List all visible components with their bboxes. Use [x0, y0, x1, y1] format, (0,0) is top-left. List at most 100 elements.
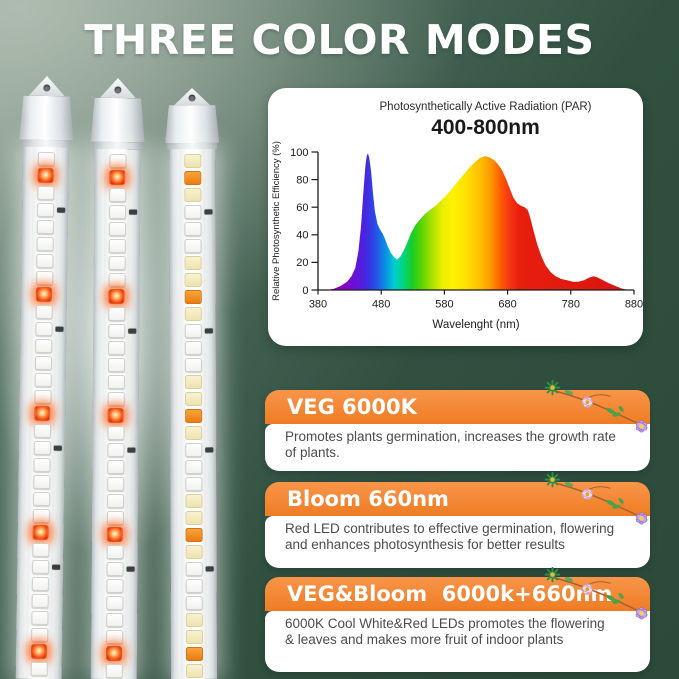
resistor-icon [204, 327, 213, 333]
led-slot [103, 356, 129, 373]
spectrum-area [318, 153, 634, 290]
led-slot [181, 628, 207, 645]
white-led-icon [36, 236, 54, 251]
led-slot [101, 594, 127, 611]
led-slot [180, 492, 206, 509]
tube-end-cap [91, 98, 145, 142]
led-tube-3 [165, 88, 221, 679]
led-slot [29, 439, 62, 456]
cream-led-icon [185, 663, 203, 678]
led-strip [100, 148, 138, 679]
hanging-hole-icon [189, 94, 196, 101]
led-slot [101, 628, 127, 645]
led-slot [102, 475, 128, 492]
led-slot [180, 509, 206, 526]
white-led-icon [106, 493, 124, 508]
resistor-icon [128, 328, 137, 334]
white-led-icon [107, 340, 125, 355]
white-led-icon [106, 544, 124, 559]
svg-text:380: 380 [309, 299, 327, 311]
svg-text:80: 80 [296, 174, 308, 186]
led-strip [179, 148, 214, 679]
white-led-icon [106, 442, 124, 457]
amber-led-icon [183, 170, 201, 185]
white-led-icon [184, 357, 202, 372]
white-led-icon [184, 323, 202, 338]
led-slot [181, 543, 207, 560]
white-led-icon [106, 561, 124, 576]
white-led-icon [106, 425, 125, 440]
led-slot [102, 458, 128, 475]
y-axis-label: Relative Photosynthetic Efficiency (%) [271, 141, 282, 301]
cream-led-icon [183, 187, 201, 202]
chart-range-label: 400-800nm [431, 116, 540, 139]
led-slot [27, 558, 61, 575]
led-slot [102, 441, 136, 458]
led-slot [103, 288, 129, 305]
led-slot [32, 167, 58, 184]
white-led-icon [107, 374, 125, 389]
amber-led-icon [184, 408, 202, 423]
tube-body [169, 148, 218, 679]
white-led-icon [107, 391, 125, 406]
led-slot [28, 524, 54, 541]
led-slot [101, 645, 127, 662]
led-slot [32, 184, 58, 201]
red-led-icon [109, 169, 126, 186]
resistor-icon [52, 564, 61, 570]
led-slot [31, 286, 57, 303]
white-led-icon [105, 612, 123, 627]
led-slot [30, 371, 56, 388]
white-led-icon [34, 321, 53, 336]
white-led-icon [108, 255, 126, 270]
red-led-icon [37, 167, 54, 184]
white-led-icon [32, 491, 50, 506]
led-slot [104, 203, 138, 220]
red-led-icon [30, 643, 48, 660]
led-slot [179, 186, 205, 203]
red-led-icon [34, 405, 51, 422]
mode-banner-bloom: Bloom 660nm Red LED contributes to effec… [265, 482, 650, 568]
led-slot [28, 507, 54, 524]
led-slot [103, 305, 129, 322]
led-slot [32, 235, 58, 252]
hanging-hole-icon [43, 84, 50, 91]
led-slot [103, 373, 129, 390]
white-led-icon [185, 595, 203, 610]
white-led-icon [33, 423, 51, 438]
svg-text:680: 680 [498, 299, 516, 311]
resistor-icon [129, 209, 138, 215]
led-slot [104, 237, 130, 254]
cream-led-icon [185, 544, 203, 559]
led-slot [180, 373, 206, 390]
led-slot [180, 254, 206, 271]
white-led-icon [31, 576, 49, 591]
led-slot [181, 611, 207, 628]
white-led-icon [30, 610, 49, 625]
white-led-icon [31, 559, 49, 574]
led-slot [179, 152, 205, 169]
red-led-icon [105, 645, 123, 662]
svg-text:580: 580 [435, 299, 453, 311]
led-slot [180, 407, 206, 424]
white-led-icon [185, 578, 203, 593]
white-led-icon [33, 389, 52, 404]
led-slot [180, 475, 206, 492]
cream-led-icon [184, 374, 202, 389]
white-led-icon [108, 238, 126, 253]
led-slot [104, 271, 130, 288]
mode-header-label: Bloom 660nm [287, 487, 449, 511]
led-slot [102, 560, 135, 577]
led-slot [180, 390, 206, 407]
svg-text:780: 780 [562, 299, 580, 311]
white-led-icon [184, 238, 202, 253]
mode-description: Promotes plants germination, increases t… [265, 424, 650, 471]
hanging-tab [100, 78, 136, 98]
par-chart-svg: 0 20 40 60 80 100 380 480 580 680 780 880 Waveleng… [271, 141, 643, 331]
led-slot [29, 405, 55, 422]
white-led-icon [31, 593, 49, 608]
led-slot [103, 339, 129, 356]
x-ticks: 380 480 580 680 780 880 [309, 290, 643, 311]
red-led-icon [107, 407, 124, 424]
